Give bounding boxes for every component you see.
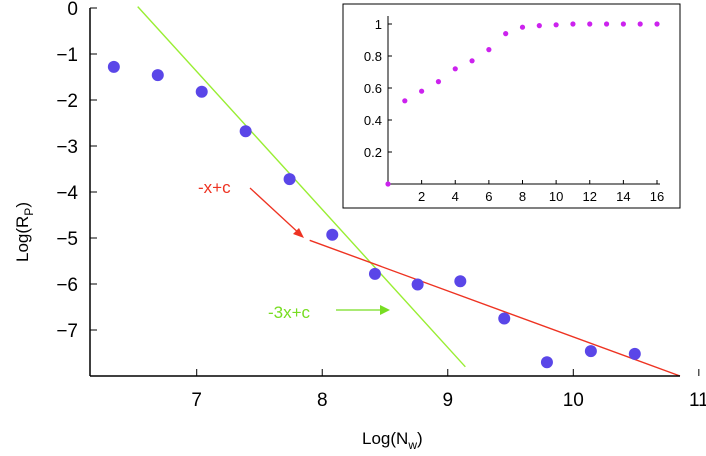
inset-axis-ticks: 2 4 6 8 10 12 14 16 0.2 0.4 0.6 0.8 1	[364, 17, 664, 204]
inset-data-point	[452, 66, 458, 72]
y-tick-label: −2	[56, 91, 78, 112]
data-point	[195, 85, 208, 98]
data-point	[151, 69, 164, 82]
y-tick-label: −6	[56, 275, 78, 296]
data-point	[628, 347, 641, 360]
x-tick-label: 8	[317, 390, 328, 411]
y-tick-label: −1	[56, 45, 78, 66]
inset-data-point	[402, 98, 408, 104]
inset-x-tick-label: 16	[650, 189, 664, 204]
x-tick-label: 7	[191, 390, 202, 411]
data-point	[584, 345, 597, 358]
annotation-arrow-red	[249, 187, 303, 237]
data-point	[326, 228, 339, 241]
inset-x-tick-label: 2	[418, 189, 425, 204]
inset-y-tick-label: 0.8	[364, 49, 382, 64]
y-tick-label: −3	[56, 137, 78, 158]
y-tick-label: −4	[56, 183, 78, 204]
data-point	[411, 278, 424, 291]
annotation-arrowhead-red	[293, 228, 304, 238]
inset-data-point	[553, 22, 559, 28]
x-axis-title: Log(Nw)	[362, 429, 423, 452]
inset-data-point	[469, 58, 475, 64]
inset-data-point	[654, 21, 660, 27]
y-axis-title: Log(RP)	[13, 202, 36, 262]
inset-frame	[342, 3, 681, 209]
inset-data-point	[637, 21, 643, 27]
inset-x-tick-label: 10	[549, 189, 563, 204]
inset-data-point	[570, 21, 576, 27]
x-tick-label: 11	[689, 390, 706, 411]
inset-x-tick-label: 4	[452, 189, 459, 204]
inset-data-point	[519, 24, 526, 30]
x-tick-label: 10	[563, 390, 584, 411]
main-fit-lines	[137, 6, 681, 377]
inset-y-tick-label: 0.2	[364, 145, 382, 160]
inset-data-point	[587, 21, 593, 27]
inset-data-point	[385, 181, 391, 187]
inset-data-point	[503, 30, 509, 37]
inset-data-point	[435, 79, 442, 85]
y-tick-label: −7	[56, 321, 78, 342]
data-point	[454, 275, 467, 288]
inset-data-point	[620, 21, 626, 27]
annotation-arrowhead-green	[380, 305, 390, 315]
inset-y-tick-label: 1	[375, 17, 382, 32]
annotation-minus-3x-plus-c: -3x+c	[268, 303, 311, 322]
data-point	[540, 356, 553, 369]
data-point	[498, 312, 511, 325]
data-point	[368, 267, 381, 280]
data-point	[283, 173, 296, 186]
data-point	[107, 60, 120, 73]
y-tick-label: −5	[56, 229, 78, 250]
inset-y-tick-label: 0.6	[364, 81, 382, 96]
inset-data-point	[486, 47, 492, 53]
inset-data-points	[385, 21, 660, 187]
inset-data-point	[603, 21, 610, 27]
inset-data-point	[536, 23, 542, 29]
fit-line-minus-x	[309, 239, 681, 377]
inset-data-point	[419, 88, 425, 94]
x-tick-label: 9	[442, 390, 453, 411]
data-point	[239, 125, 252, 138]
inset-x-tick-label: 14	[616, 189, 630, 204]
annotation-minus-x-plus-c: -x+c	[198, 178, 231, 197]
inset-y-tick-label: 0.4	[364, 113, 382, 128]
main-axis-ticks: 7 8 9 10 110−1−2−3−4−5−6−7	[56, 0, 706, 411]
fit-line-minus-3x	[137, 6, 466, 368]
inset-x-tick-label: 8	[519, 189, 526, 204]
inset-x-tick-label: 6	[485, 189, 492, 204]
y-tick-label: 0	[67, 0, 78, 20]
inset-x-tick-label: 12	[583, 189, 597, 204]
main-data-points	[107, 60, 641, 369]
